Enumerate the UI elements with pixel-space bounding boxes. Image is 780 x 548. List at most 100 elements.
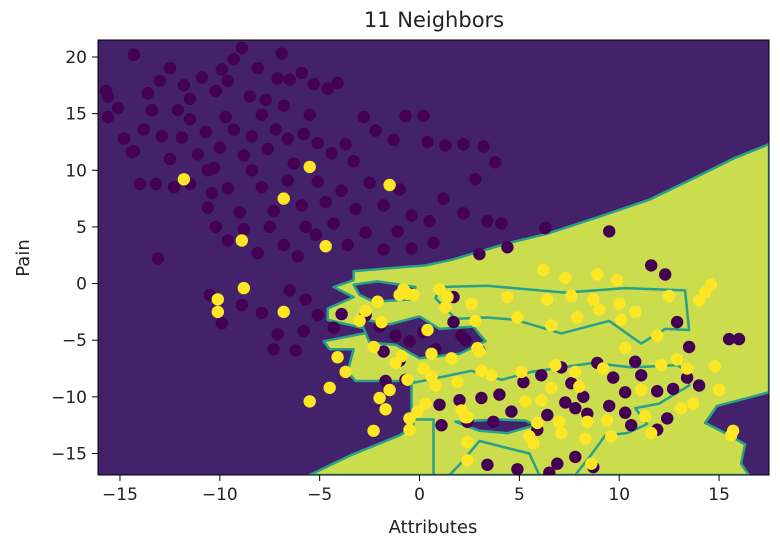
point-class-0 (137, 123, 151, 136)
point-class-0 (219, 110, 232, 124)
point-class-1 (211, 305, 224, 319)
point-class-0 (457, 207, 470, 220)
point-class-0 (213, 141, 226, 154)
point-class-0 (651, 385, 664, 398)
point-class-1 (601, 414, 614, 427)
point-class-0 (133, 177, 147, 191)
point-class-0 (283, 284, 296, 297)
point-class-0 (551, 457, 564, 470)
point-class-1 (593, 303, 606, 316)
point-class-0 (541, 408, 554, 422)
y-tick-label: 0 (76, 275, 87, 295)
point-class-0 (297, 127, 310, 141)
point-class-0 (221, 74, 234, 88)
y-tick-label: 10 (65, 161, 87, 181)
point-class-1 (379, 403, 392, 416)
point-class-0 (245, 164, 258, 177)
point-class-1 (475, 364, 488, 377)
point-class-0 (559, 396, 572, 409)
point-class-0 (149, 177, 163, 191)
region-class-1-1 (434, 284, 691, 345)
point-class-0 (493, 388, 506, 401)
point-class-0 (435, 419, 448, 432)
point-class-1 (425, 347, 438, 360)
point-class-0 (339, 138, 352, 151)
point-class-1 (515, 365, 528, 379)
point-class-0 (517, 375, 530, 389)
point-class-0 (235, 41, 248, 55)
point-class-0 (299, 220, 312, 234)
point-class-0 (335, 307, 348, 321)
point-class-0 (377, 345, 390, 358)
point-class-0 (377, 243, 390, 256)
point-class-0 (201, 201, 214, 214)
y-axis-ticks: −15 −10 −5 0 5 10 15 20 (51, 48, 98, 464)
point-class-0 (539, 221, 552, 235)
point-class-1 (537, 263, 550, 277)
point-class-0 (287, 157, 300, 170)
data-points (99, 41, 746, 475)
point-class-0 (603, 225, 616, 238)
point-class-1 (613, 297, 626, 311)
point-class-0 (481, 215, 494, 228)
point-class-0 (175, 131, 189, 144)
chart-title: 11 Neighbors (364, 8, 504, 32)
point-class-0 (311, 175, 324, 188)
point-class-1 (704, 278, 718, 291)
point-class-0 (255, 306, 268, 320)
point-class-0 (680, 371, 694, 384)
point-class-1 (439, 301, 452, 314)
point-class-0 (327, 321, 340, 334)
point-class-1 (531, 416, 544, 430)
point-class-0 (692, 379, 706, 392)
point-class-0 (607, 371, 620, 384)
point-class-1 (367, 424, 380, 437)
point-class-0 (291, 250, 304, 263)
point-class-0 (363, 176, 376, 189)
point-class-0 (511, 463, 524, 475)
point-class-0 (455, 329, 468, 342)
point-class-1 (591, 268, 604, 281)
point-class-0 (167, 181, 181, 194)
point-class-0 (347, 155, 360, 168)
point-class-0 (209, 220, 222, 234)
point-class-1 (303, 160, 316, 174)
point-class-0 (227, 123, 240, 136)
point-class-0 (263, 220, 276, 234)
point-class-0 (271, 328, 284, 341)
point-class-1 (395, 349, 408, 363)
x-tick-label: −10 (202, 485, 238, 505)
point-class-0 (569, 450, 582, 464)
point-class-0 (439, 139, 452, 152)
point-class-1 (565, 289, 578, 303)
point-class-0 (155, 130, 169, 143)
point-class-0 (255, 108, 268, 122)
point-class-0 (267, 204, 280, 218)
x-tick-label: −5 (307, 485, 332, 505)
point-class-1 (465, 297, 478, 311)
point-class-0 (311, 136, 324, 150)
point-class-0 (201, 164, 214, 177)
point-class-1 (545, 381, 558, 394)
point-class-0 (433, 398, 446, 411)
point-class-1 (417, 362, 430, 375)
point-class-0 (99, 84, 113, 98)
point-class-0 (722, 332, 736, 346)
point-class-1 (277, 305, 290, 319)
point-class-1 (535, 394, 548, 407)
point-class-1 (359, 304, 372, 317)
point-class-0 (183, 113, 197, 126)
point-class-1 (635, 383, 648, 397)
point-class-0 (501, 241, 514, 254)
point-class-0 (269, 123, 282, 136)
plot-area (98, 40, 769, 475)
point-class-1 (353, 314, 366, 328)
point-class-0 (295, 66, 308, 80)
point-class-1 (235, 234, 248, 247)
point-class-1 (655, 358, 668, 372)
point-class-0 (303, 108, 316, 122)
point-class-0 (603, 399, 616, 413)
point-class-0 (399, 109, 412, 123)
point-class-1 (629, 305, 642, 319)
point-class-1 (277, 192, 290, 205)
